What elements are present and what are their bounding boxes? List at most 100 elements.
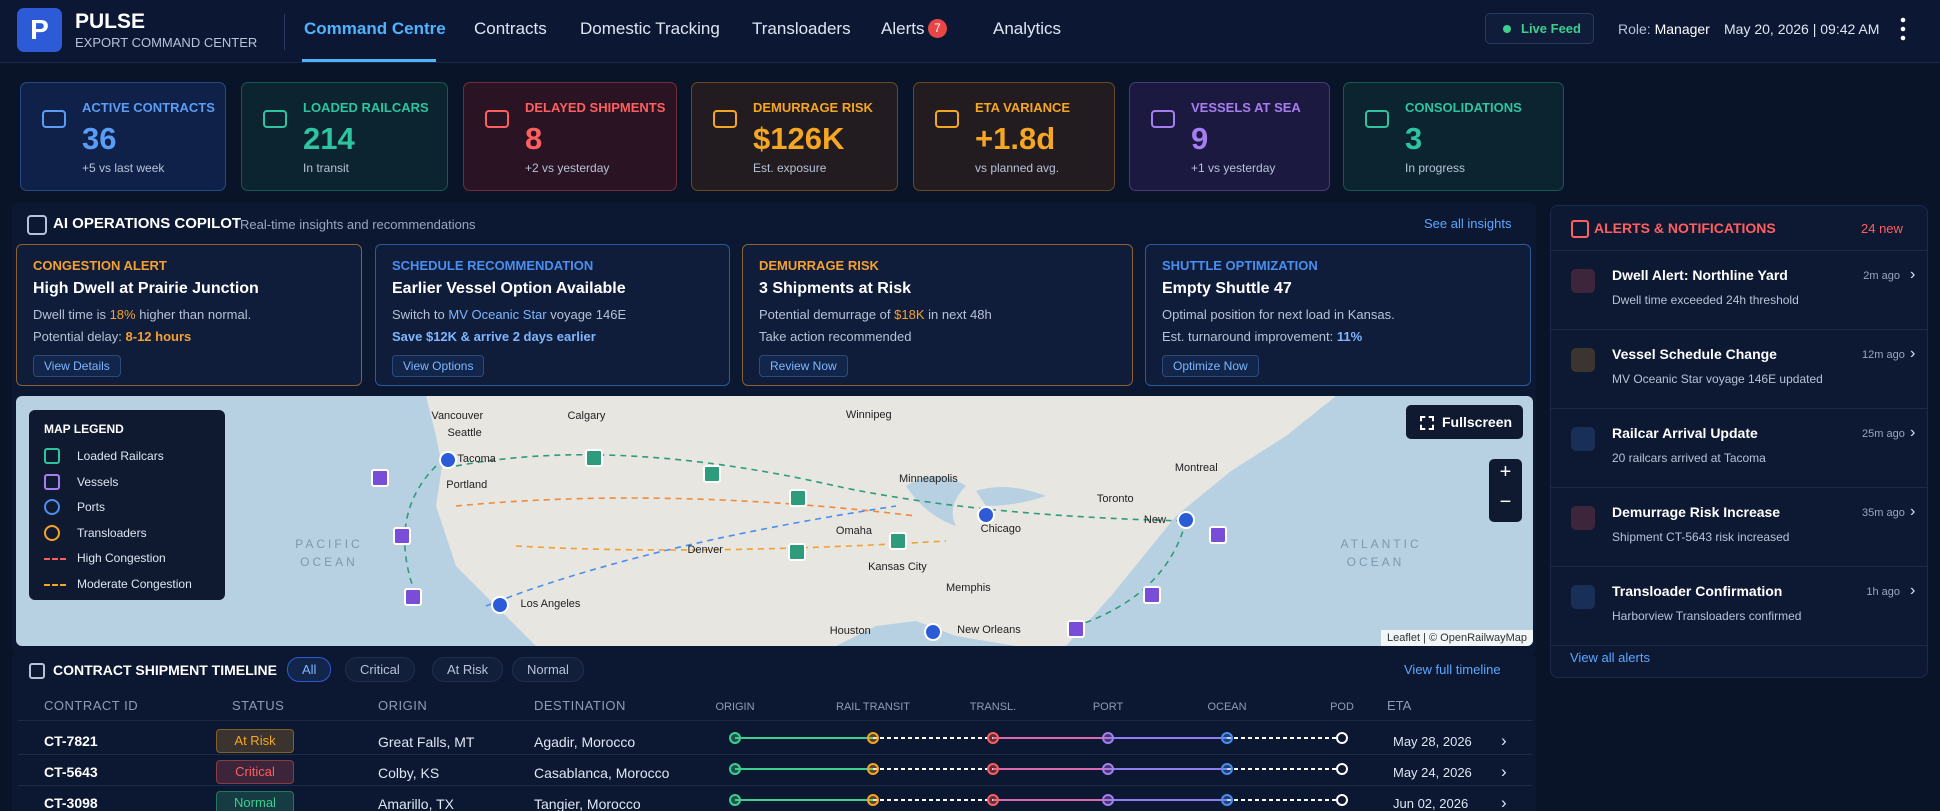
legend-dash [44,583,66,586]
ocean-label: PACIFIC OCEAN [295,536,363,569]
alert-title[interactable]: Dwell Alert: Northline Yard [1612,267,1788,283]
card-text: Potential demurrage of [759,307,895,322]
nav-item[interactable]: Analytics [993,19,1062,38]
contract-id[interactable]: CT-3098 [44,795,98,811]
icon-shape [935,110,959,128]
filter-chip[interactable]: Normal [512,657,584,682]
eta: May 24, 2026 [1393,765,1472,780]
city-label: Montreal [1174,462,1218,475]
card-button[interactable]: Review Now [759,355,848,377]
fullscreen-button[interactable]: Fullscreen [1406,405,1523,439]
card-text: 8-12 hours [125,329,192,344]
zoom-in[interactable]: + [1499,461,1512,483]
live-dot [1503,25,1511,33]
live-label: Live Feed [1521,21,1581,36]
kpi-icon [485,110,509,128]
card-line: Potential delay: 8-12 hours [33,329,191,344]
map-marker [788,488,807,507]
map-marker [370,468,389,487]
stage-dot [1102,794,1114,806]
row-chevron: › [1501,762,1507,781]
legend-icon [44,524,60,541]
nav-item[interactable]: Contracts [474,19,547,38]
contract-id[interactable]: CT-5643 [44,764,98,780]
copilot-link[interactable]: See all insights [1424,216,1512,231]
kpi-label: VESSELS AT SEA [1191,100,1301,115]
city-label: Houston [829,625,871,638]
card-button[interactable]: Optimize Now [1162,355,1259,377]
alert-title[interactable]: Demurrage Risk Increase [1612,504,1781,520]
ocean-label: ATLANTIC OCEAN [1340,536,1422,569]
alert-desc: Dwell time exceeded 24h threshold [1612,293,1799,307]
card-button[interactable]: View Details [33,355,121,377]
city-label: New Orleans [957,624,1021,637]
alert-time: 2m ago [1863,270,1900,282]
lake [906,476,1046,526]
stage-dot [1336,763,1348,775]
card-line: Potential demurrage of $18K in next 48h [759,307,992,322]
timeline-link[interactable]: View full timeline [1404,662,1501,677]
datetime: May 20, 2026 | 09:42 AM [1724,21,1880,37]
contract-id[interactable]: CT-7821 [44,733,98,749]
alert-icon [1571,348,1595,372]
nav-item[interactable]: Domestic Tracking [580,19,720,38]
alert-time: 12m ago [1862,349,1905,361]
card-text: Est. turnaround improvement: [1162,329,1337,344]
card-title: Earlier Vessel Option Available [392,280,626,297]
stage-dot [1336,794,1348,806]
insight-card: DEMURRAGE RISK 3 Shipments at Risk Potenti… [742,244,1133,386]
legend-icon [44,448,60,464]
status-badge: At Risk [216,729,294,753]
filter-chip[interactable]: At Risk [432,657,504,682]
alert-time: 35m ago [1862,507,1905,519]
menu-icon[interactable] [1898,16,1908,42]
stage-header: ORIGIN [715,701,755,713]
legend-title: MAP LEGEND [44,422,124,436]
card-button[interactable]: View Options [392,355,485,377]
alert-desc: 20 railcars arrived at Tacoma [1612,451,1766,465]
kpi-note: vs planned avg. [975,161,1060,175]
card-text: Optimal position for next load in Kansas… [1162,307,1395,322]
live-feed[interactable]: Live Feed [1485,13,1594,44]
stage-dot [1221,732,1233,744]
nav-item[interactable]: Transloaders [752,19,851,38]
zoom-out[interactable]: − [1499,491,1512,513]
alert-title[interactable]: Transloader Confirmation [1612,583,1783,599]
brand-subtitle: EXPORT COMMAND CENTER [75,35,258,50]
stage-dot [987,794,999,806]
card-tag: SHUTTLE OPTIMIZATION [1162,258,1318,273]
city-label: Denver [687,543,723,556]
filter-chip[interactable]: Critical [345,657,415,682]
kpi-card: DELAYED SHIPMENTS 8 +2 vs yesterday [463,82,677,191]
legend-icon [44,499,60,515]
kpi-card: DEMURRAGE RISK $126K Est. exposure [691,82,898,191]
alert-time: 1h ago [1866,586,1900,598]
alert-title[interactable]: Vessel Schedule Change [1612,346,1777,362]
card-line: Take action recommended [759,329,911,344]
city-label: Tacoma [457,453,496,466]
timeline-section: CONTRACT SHIPMENT TIMELINE All Critical At … [12,652,1536,811]
kpi-note: +2 vs yesterday [525,161,610,175]
nav-item[interactable]: Command Centre [304,19,446,38]
filter-chip[interactable]: All [287,657,332,682]
alert-icon [1571,585,1595,609]
stage-dot [729,794,741,806]
insight-card: SCHEDULE RECOMMENDATION Earlier Vessel Op… [375,244,730,386]
kpi-label: DEMURRAGE RISK [753,100,873,115]
alerts-link[interactable]: View all alerts [1570,650,1650,665]
alert-icon [1571,427,1595,451]
alert-title[interactable]: Railcar Arrival Update [1612,425,1758,441]
nav-item[interactable]: Alerts [881,19,925,38]
card-title: 3 Shipments at Risk [759,280,912,297]
stage-dot [867,763,879,775]
stage-header: POD [1330,701,1354,713]
kpi-value: 214 [303,121,355,156]
alerts-title: ALERTS & NOTIFICATIONS [1594,220,1776,236]
timeline-icon [29,663,45,679]
stage-dot [1221,763,1233,775]
legend-label: Moderate Congestion [77,576,192,591]
alert-icon [1571,506,1595,530]
status-badge: Critical [216,760,294,784]
icon-shape [1365,110,1389,128]
